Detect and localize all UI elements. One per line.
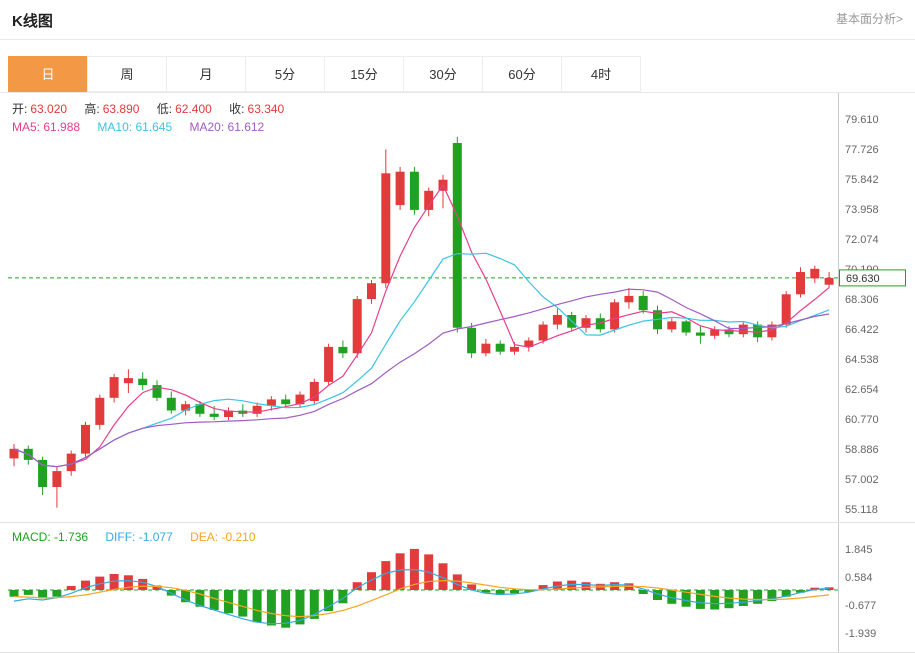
period-tab-7[interactable]: 4时 <box>561 56 641 92</box>
svg-text:60.770: 60.770 <box>845 414 879 426</box>
price-chart[interactable]: 79.61077.72675.84273.95872.07470.19068.3… <box>0 93 915 523</box>
period-tab-2[interactable]: 月 <box>166 56 246 92</box>
svg-text:-0.677: -0.677 <box>845 600 876 612</box>
svg-text:69.630: 69.630 <box>846 273 880 285</box>
svg-text:0.584: 0.584 <box>845 572 873 584</box>
period-tab-1[interactable]: 周 <box>87 56 167 92</box>
svg-text:66.422: 66.422 <box>845 324 879 336</box>
period-tab-3[interactable]: 5分 <box>245 56 325 92</box>
svg-text:68.306: 68.306 <box>845 294 879 306</box>
svg-text:57.002: 57.002 <box>845 474 879 486</box>
svg-text:58.886: 58.886 <box>845 444 879 456</box>
svg-text:72.074: 72.074 <box>845 234 879 246</box>
fundamental-analysis-link[interactable]: 基本面分析> <box>835 12 903 26</box>
period-tab-5[interactable]: 30分 <box>403 56 483 92</box>
period-tab-0[interactable]: 日 <box>8 56 88 92</box>
period-tab-6[interactable]: 60分 <box>482 56 562 92</box>
period-tab-4[interactable]: 15分 <box>324 56 404 92</box>
svg-text:-1.939: -1.939 <box>845 628 876 640</box>
macd-chart[interactable]: 1.845 0.584 -0.677 -1.939 <box>0 523 915 653</box>
chart-area: 79.61077.72675.84273.95872.07470.19068.3… <box>0 93 915 653</box>
svg-text:62.654: 62.654 <box>845 384 879 396</box>
svg-text:77.726: 77.726 <box>845 144 879 156</box>
svg-text:55.118: 55.118 <box>845 504 878 516</box>
page-title: K线图 <box>12 13 53 30</box>
svg-text:64.538: 64.538 <box>845 354 879 366</box>
svg-text:75.842: 75.842 <box>845 174 879 186</box>
svg-text:79.610: 79.610 <box>845 114 879 126</box>
header: K线图 基本面分析> <box>0 0 915 40</box>
svg-text:73.958: 73.958 <box>845 204 879 216</box>
svg-text:1.845: 1.845 <box>845 544 873 556</box>
period-tabs: 日周月 5分 15分 30分 60分 4时 <box>0 56 915 93</box>
